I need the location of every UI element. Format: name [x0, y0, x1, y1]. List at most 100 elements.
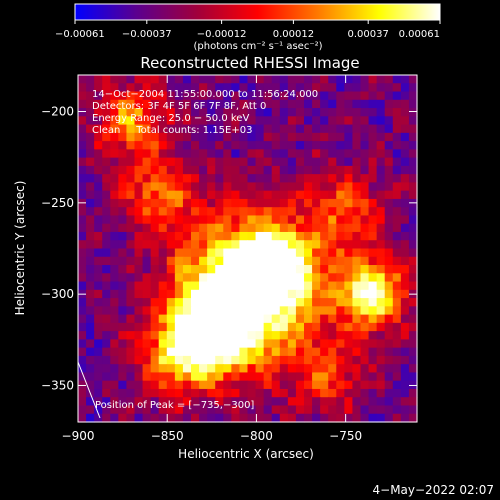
- heatmap-cell: [247, 388, 257, 398]
- heatmap-cell: [134, 165, 144, 175]
- heatmap-cell: [166, 281, 176, 291]
- heatmap-cell: [239, 83, 249, 93]
- heatmap-cell: [223, 231, 232, 241]
- heatmap-cell: [102, 306, 111, 316]
- heatmap-cell: [320, 182, 329, 192]
- heatmap-cell: [247, 83, 257, 93]
- heatmap-cell: [174, 273, 184, 283]
- heatmap-cell: [271, 322, 281, 332]
- heatmap-cell: [199, 240, 208, 250]
- heatmap-cell: [344, 116, 354, 126]
- heatmap-cell: [263, 116, 273, 126]
- heatmap-cell: [304, 314, 313, 324]
- heatmap-cell: [392, 380, 402, 390]
- heatmap-cell: [191, 207, 200, 217]
- heatmap-cell: [336, 273, 345, 283]
- heatmap-cell: [126, 149, 136, 159]
- heatmap-cell: [102, 273, 111, 283]
- heatmap-cell: [384, 405, 394, 415]
- heatmap-cell: [110, 190, 119, 200]
- heatmap-cell: [344, 207, 354, 217]
- heatmap-cell: [384, 364, 394, 374]
- heatmap-cell: [271, 380, 281, 390]
- heatmap-cell: [215, 355, 224, 365]
- heatmap-cell: [102, 397, 111, 407]
- heatmap-cell: [287, 231, 297, 241]
- heatmap-cell: [110, 198, 119, 208]
- heatmap-cell: [158, 223, 168, 233]
- heatmap-cell: [166, 174, 176, 184]
- heatmap-cell: [239, 265, 249, 274]
- heatmap-cell: [174, 306, 184, 316]
- heatmap-cell: [328, 198, 337, 208]
- heatmap-cell: [247, 331, 257, 340]
- heatmap-cell: [360, 314, 370, 324]
- heatmap-cell: [191, 141, 200, 150]
- heatmap-cell: [150, 116, 160, 126]
- heatmap-cell: [158, 116, 168, 126]
- heatmap-cell: [295, 198, 305, 208]
- heatmap-cell: [126, 413, 136, 423]
- heatmap-cell: [295, 388, 305, 398]
- heatmap-cell: [312, 116, 321, 126]
- heatmap-cell: [86, 223, 95, 233]
- heatmap-cell: [376, 380, 386, 390]
- heatmap-cell: [344, 347, 354, 357]
- heatmap-cell: [110, 207, 119, 217]
- heatmap-cell: [150, 364, 160, 374]
- heatmap-cell: [360, 380, 370, 390]
- heatmap-cell: [182, 413, 192, 423]
- heatmap-cell: [247, 380, 257, 390]
- heatmap-cell: [118, 231, 128, 241]
- heatmap-cell: [134, 141, 144, 150]
- heatmap-cell: [328, 413, 337, 423]
- heatmap-cell: [207, 141, 216, 150]
- heatmap-cell: [360, 223, 370, 233]
- heatmap-cell: [150, 281, 160, 291]
- heatmap-cell: [102, 141, 111, 150]
- heatmap-cell: [392, 132, 402, 142]
- heatmap-cell: [376, 314, 386, 324]
- heatmap-cell: [86, 215, 95, 225]
- heatmap-cell: [368, 108, 378, 117]
- heatmap-cell: [263, 322, 273, 332]
- heatmap-cell: [158, 124, 168, 134]
- y-tick-label: −350: [41, 378, 74, 392]
- heatmap-cell: [118, 273, 128, 283]
- heatmap-cell: [320, 298, 329, 307]
- heatmap-cell: [94, 215, 103, 225]
- heatmap-cell: [118, 289, 128, 299]
- heatmap-cell: [376, 240, 386, 250]
- heatmap-cell: [102, 347, 111, 357]
- heatmap-cell: [78, 215, 87, 225]
- heatmap-cell: [255, 339, 265, 349]
- y-axis-label: Heliocentric Y (arcsec): [13, 181, 27, 316]
- heatmap-cell: [392, 314, 402, 324]
- heatmap-cell: [376, 265, 386, 274]
- heatmap-cell: [360, 364, 370, 374]
- heatmap-cell: [352, 116, 362, 126]
- heatmap-cell: [239, 124, 249, 134]
- heatmap-cell: [239, 116, 249, 126]
- heatmap-cell: [271, 108, 281, 117]
- heatmap-cell: [134, 174, 144, 184]
- heatmap-cell: [263, 99, 273, 109]
- heatmap-cell: [295, 347, 305, 357]
- heatmap-cell: [102, 405, 111, 415]
- heatmap-cell: [320, 248, 329, 258]
- heatmap-cell: [126, 372, 136, 382]
- heatmap-cell: [376, 372, 386, 382]
- heatmap-cell: [207, 281, 216, 291]
- heatmap-cell: [400, 75, 410, 84]
- heatmap-cell: [191, 331, 200, 340]
- heatmap-cell: [110, 405, 119, 415]
- heatmap-cell: [392, 198, 402, 208]
- heatmap-cell: [191, 116, 200, 126]
- heatmap-cell: [182, 314, 192, 324]
- heatmap-cell: [312, 314, 321, 324]
- heatmap-cell: [150, 380, 160, 390]
- heatmap-cell: [304, 157, 313, 167]
- heatmap-cell: [344, 190, 354, 200]
- heatmap-cell: [344, 289, 354, 299]
- heatmap-cell: [304, 116, 313, 126]
